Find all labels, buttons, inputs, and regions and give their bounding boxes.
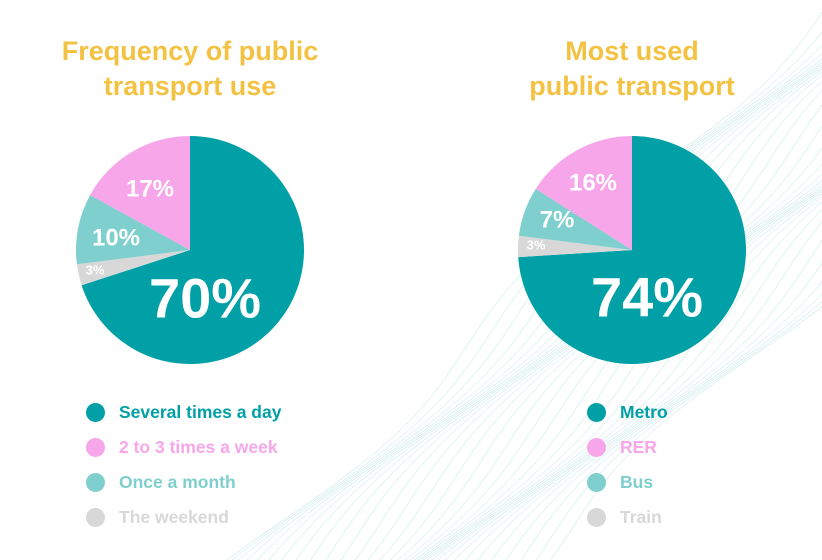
legend-dot-light-teal (587, 473, 606, 492)
pie-slice-metro (518, 136, 746, 364)
pie-label-bus: 7% (540, 207, 575, 234)
transport-legend: Metro RER Bus Train (587, 395, 668, 535)
legend-item-the-weekend: The weekend (86, 500, 281, 535)
pie-slice-2-to-3-times-a-week (90, 136, 190, 250)
wave-line (505, 281, 822, 560)
wave-line (520, 293, 822, 560)
pie-slice-the-weekend (76, 250, 190, 286)
transport-chart-title: Most used public transport (442, 34, 822, 104)
legend-dot-light-teal (86, 473, 105, 492)
legend-item-once-a-month: Once a month (86, 465, 281, 500)
legend-dot-pink (86, 438, 105, 457)
wave-line (477, 239, 822, 560)
pie-label-once-a-month: 10% (92, 225, 140, 252)
pie-slice-several-times-a-day (81, 136, 304, 364)
frequency-title-line-2: transport use (103, 71, 277, 101)
pie-label-the-weekend: 3% (86, 263, 105, 278)
frequency-chart-title: Frequency of public transport use (0, 34, 380, 104)
transport-title-line-2: public transport (529, 71, 735, 101)
legend-label-train: Train (620, 507, 662, 527)
legend-item-bus: Bus (587, 465, 668, 500)
wave-line (226, 11, 822, 560)
wave-line (444, 201, 822, 560)
pie-slice-once-a-month (75, 195, 190, 265)
wave-line (464, 221, 822, 560)
legend-label-metro: Metro (620, 402, 668, 422)
frequency-pie-chart: 70% 3% 10% 17% (75, 136, 304, 364)
legend-label-rer: RER (620, 437, 657, 457)
transport-title-line-1: Most used (565, 36, 699, 66)
transport-chart-panel: Most used public transport 74% 3% 7% 16% Me… (442, 0, 822, 560)
pie-label-rer: 16% (569, 170, 617, 197)
legend-item-train: Train (587, 500, 668, 535)
legend-dot-pink (587, 438, 606, 457)
legend-dot-grey (86, 508, 105, 527)
legend-dot-grey (587, 508, 606, 527)
legend-label-2-to-3-times-a-week: 2 to 3 times a week (119, 437, 278, 457)
legend-item-several-times-a-day: Several times a day (86, 395, 281, 430)
legend-label-once-a-month: Once a month (119, 472, 236, 492)
wave-line (453, 209, 822, 560)
wave-line (491, 262, 822, 560)
pie-label-train: 3% (527, 238, 546, 253)
pie-label-metro: 74% (591, 266, 703, 329)
pie-slice-bus (518, 188, 632, 250)
frequency-chart-panel: Frequency of public transport use 70% 3% 1… (0, 0, 380, 560)
legend-dot-teal (86, 403, 105, 422)
pie-slice-rer (535, 136, 632, 250)
frequency-title-line-1: Frequency of public (61, 36, 319, 66)
legend-dot-teal (587, 403, 606, 422)
legend-item-2-to-3-times-a-week: 2 to 3 times a week (86, 430, 281, 465)
legend-item-rer: RER (587, 430, 668, 465)
pie-label-several-times-a-day: 70% (149, 267, 261, 330)
transport-pie-chart: 74% 3% 7% 16% (518, 136, 746, 364)
legend-item-metro: Metro (587, 395, 668, 430)
legend-label-the-weekend: The weekend (119, 507, 229, 527)
legend-label-several-times-a-day: Several times a day (119, 402, 282, 422)
pie-slice-train (518, 235, 632, 258)
pie-label-2-to-3-times-a-week: 17% (126, 176, 174, 203)
frequency-legend: Several times a day 2 to 3 times a week … (86, 395, 281, 535)
legend-label-bus: Bus (620, 472, 654, 492)
wave-line (550, 306, 822, 560)
